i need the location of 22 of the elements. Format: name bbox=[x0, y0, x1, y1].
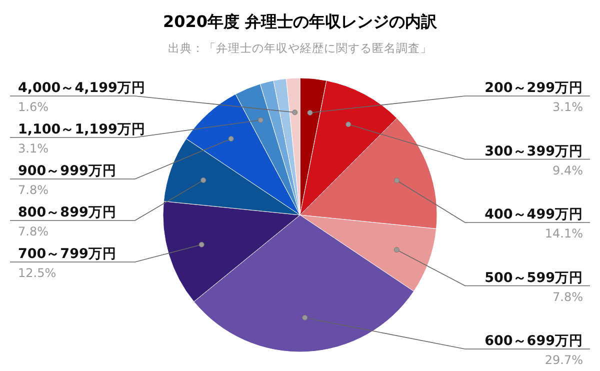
data-label: 7.8% bbox=[552, 290, 583, 304]
slice-label: 500～599万円 bbox=[484, 270, 583, 286]
data-label: 7.8% bbox=[18, 183, 48, 197]
data-label: 3.1% bbox=[18, 142, 48, 156]
slice-label: 200～299万円 bbox=[484, 80, 583, 96]
slice-label: 1,100～1,199万円 bbox=[18, 122, 146, 138]
slice-label: 400～499万円 bbox=[484, 206, 583, 222]
data-label: 3.1% bbox=[552, 100, 583, 114]
slice-label: 900～999万円 bbox=[18, 163, 116, 179]
data-label: 9.4% bbox=[552, 163, 583, 178]
data-label: 7.8% bbox=[18, 224, 48, 238]
chart-subtitle: 出典：「弁理士の年収や経歴に関する匿名調査」 bbox=[168, 41, 432, 55]
data-label: 1.6% bbox=[18, 100, 48, 114]
slice-label: 700～799万円 bbox=[18, 246, 116, 262]
data-label: 14.1% bbox=[544, 226, 583, 240]
slice-label: 4,000～4,199万円 bbox=[18, 80, 146, 96]
data-label: 12.5% bbox=[18, 266, 56, 280]
slice-label: 600～699万円 bbox=[484, 333, 583, 349]
slice-label: 300～399万円 bbox=[484, 143, 583, 160]
chart-title: 2020年度 弁理士の年収レンジの内訳 bbox=[162, 12, 438, 31]
data-label: 29.7% bbox=[544, 353, 583, 367]
slice-label: 800～899万円 bbox=[18, 204, 116, 220]
